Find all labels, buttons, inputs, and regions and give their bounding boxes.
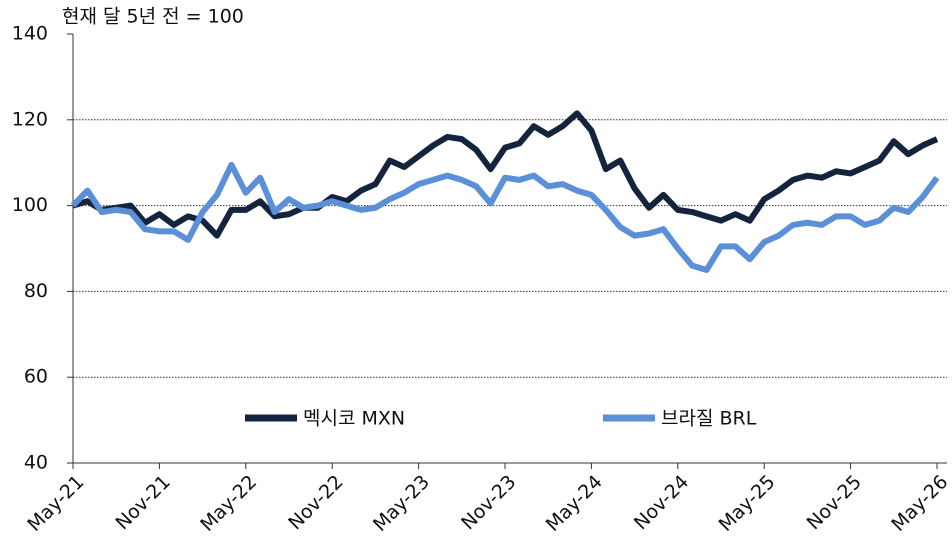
y-tick-label: 100: [12, 194, 48, 216]
y-tick-label: 60: [24, 366, 48, 388]
x-tick-label: Nov-23: [457, 471, 520, 534]
legend-label: 브라질 BRL: [661, 408, 757, 430]
x-tick-label: Nov-21: [111, 471, 174, 534]
x-tick-label: Nov-25: [803, 471, 866, 534]
y-tick-label: 140: [12, 23, 48, 45]
y-tick-label: 40: [24, 452, 48, 474]
x-tick-label: May-25: [715, 471, 780, 536]
series-line: [70, 161, 940, 273]
legend-label: 멕시코 MXN: [303, 408, 405, 430]
x-tick-label: Nov-22: [284, 471, 347, 534]
x-tick-label: May-24: [542, 471, 607, 536]
chart-title: 현재 달 5년 전 = 100: [62, 6, 244, 28]
x-tick-label: May-22: [196, 471, 261, 536]
y-tick-label: 120: [12, 108, 48, 130]
series-line: [72, 110, 939, 239]
x-tick-label: Nov-24: [630, 471, 693, 534]
x-tick-label: May-26: [887, 471, 952, 536]
y-tick-label: 80: [24, 280, 48, 302]
x-tick-label: May-21: [23, 471, 88, 536]
x-tick-label: May-23: [369, 471, 434, 536]
